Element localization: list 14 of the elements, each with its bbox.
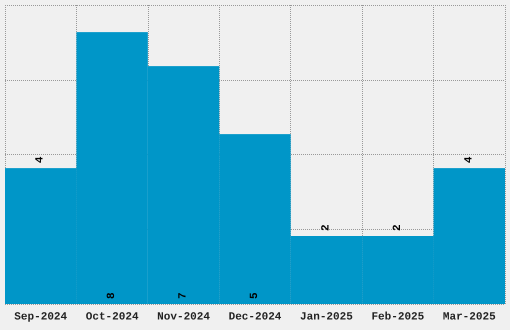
data-label: 5 bbox=[249, 292, 261, 299]
data-label: 7 bbox=[178, 292, 190, 299]
x-tick-label: Jan-2025 bbox=[300, 312, 354, 324]
data-label: 8 bbox=[106, 292, 118, 299]
data-label: 4 bbox=[34, 156, 47, 164]
data-label: 2 bbox=[392, 224, 404, 232]
data-label: 2 bbox=[320, 224, 332, 232]
x-tick-label: Oct-2024 bbox=[86, 312, 139, 324]
x-tick-label: Dec-2024 bbox=[228, 312, 282, 324]
x-tick-label: Feb-2025 bbox=[371, 312, 425, 324]
data-label: 4 bbox=[463, 156, 476, 164]
x-tick-label: Mar-2025 bbox=[442, 312, 496, 324]
x-tick-label: Sep-2024 bbox=[14, 312, 68, 324]
x-tick-label: Nov-2024 bbox=[157, 312, 210, 324]
